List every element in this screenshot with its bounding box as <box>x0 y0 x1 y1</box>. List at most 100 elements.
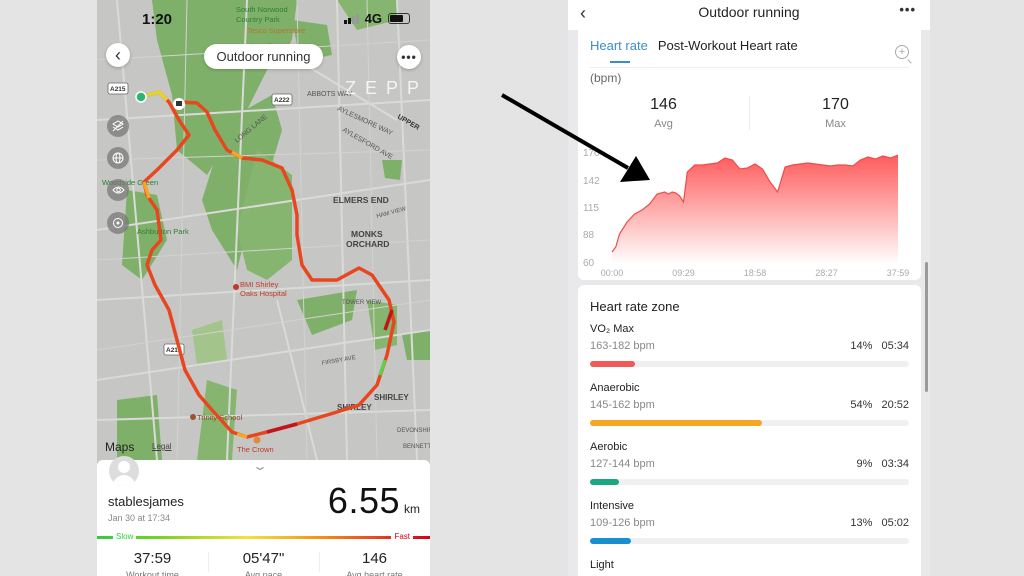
status-indicators: 4G <box>343 11 410 26</box>
svg-text:TOWER VIEW: TOWER VIEW <box>342 300 382 306</box>
summary-divider <box>749 96 750 130</box>
stat-avg-pace: 05'47" Avg pace <box>208 550 319 576</box>
apple-maps-logo: Maps <box>105 440 134 454</box>
zone-anaerobic: Anaerobic 145-162 bpm 54% 20:52 <box>590 382 909 440</box>
zone-progress-track <box>590 538 909 544</box>
route-map[interactable]: South Norwood Country Park Tesco Superst… <box>97 0 430 460</box>
signal-icon <box>343 13 359 24</box>
locate-button[interactable] <box>107 212 129 234</box>
zone-name: Intensive <box>590 500 635 512</box>
svg-text:170: 170 <box>583 148 600 159</box>
stat-avg-heart-rate: 146 Avg heart rate <box>319 550 430 576</box>
globe-button[interactable] <box>107 147 129 169</box>
page-title: Outdoor running <box>204 44 323 69</box>
zone-name: Light <box>590 559 614 571</box>
avg-heart-rate: 146 Avg <box>578 96 749 130</box>
zone-aerobic: Aerobic 127-144 bpm 9% 03:34 <box>590 441 909 499</box>
zoom-in-icon[interactable]: + <box>895 45 909 59</box>
zone-percent: 14% <box>850 340 873 352</box>
zone-percent: 54% <box>850 399 873 411</box>
avg-label: Avg <box>654 118 673 130</box>
svg-text:18:58: 18:58 <box>744 268 767 278</box>
maps-label: Maps <box>105 440 135 454</box>
zone-stat: 13% 05:02 <box>850 517 909 529</box>
stat-value: 05'47" <box>242 550 285 567</box>
zone-progress-track <box>590 361 909 367</box>
stat-label: Avg heart rate <box>346 570 403 576</box>
zone-range: 163-182 bpm <box>590 340 655 352</box>
layers-off-icon <box>112 120 124 132</box>
svg-text:SHIRLEY: SHIRLEY <box>374 393 409 402</box>
svg-text:Country Park: Country Park <box>236 15 280 24</box>
zone-intensive: Intensive 109-126 bpm 13% 05:02 <box>590 500 909 558</box>
zone-progress-track <box>590 479 909 485</box>
svg-text:The Crown: The Crown <box>237 445 274 454</box>
zone-percent: 9% <box>856 458 873 470</box>
svg-text:09:29: 09:29 <box>672 268 695 278</box>
layers-off-button[interactable] <box>107 115 129 137</box>
zone-time: 20:52 <box>881 399 909 411</box>
more-options-button[interactable]: ••• <box>899 2 916 17</box>
eye-icon <box>111 186 125 194</box>
zone-time: 05:34 <box>881 340 909 352</box>
right-phone-screen: ‹ Outdoor running ••• Heart rate Post-Wo… <box>568 0 930 576</box>
svg-text:37:59: 37:59 <box>887 268 910 278</box>
svg-text:60: 60 <box>583 258 595 269</box>
workout-stats: 37:59 Workout time 05'47" Avg pace 146 A… <box>97 550 430 576</box>
svg-text:FIRSBY AVE: FIRSBY AVE <box>321 355 356 367</box>
svg-text:28:27: 28:27 <box>815 268 838 278</box>
zone-vo2max: VO₂ Max 163-182 bpm 14% 05:34 <box>590 323 909 381</box>
zone-name: VO₂ Max <box>590 323 634 335</box>
zone-name: Anaerobic <box>590 382 640 394</box>
distance-value: 6.55 <box>327 480 400 521</box>
heart-rate-chart[interactable]: 60 88 115 142 170 00:00 09:29 18:58 28:27 37:59 <box>578 142 921 282</box>
chevron-left-icon: ‹ <box>580 3 586 23</box>
zone-range: 145-162 bpm <box>590 399 655 411</box>
back-button[interactable]: ‹ <box>106 43 130 67</box>
avatar[interactable] <box>109 456 139 486</box>
tab-post-workout-heart-rate[interactable]: Post-Workout Heart rate <box>657 38 798 53</box>
more-options-button[interactable]: ••• <box>397 45 421 69</box>
max-heart-rate: 170 Max <box>750 96 921 130</box>
nav-header: ‹ Outdoor running ••• <box>568 0 930 30</box>
svg-text:Oaks Hospital: Oaks Hospital <box>240 289 287 298</box>
ellipsis-icon: ••• <box>401 50 417 64</box>
visibility-button[interactable] <box>107 179 129 201</box>
ellipsis-icon: ••• <box>899 2 916 17</box>
svg-text:A222: A222 <box>274 97 290 104</box>
zone-progress-fill <box>590 420 763 426</box>
zone-time: 03:34 <box>881 458 909 470</box>
back-button[interactable]: ‹ <box>580 3 586 24</box>
stat-label: Avg pace <box>244 570 283 576</box>
pace-fast-label: Fast <box>391 532 413 541</box>
max-label: Max <box>825 118 846 130</box>
svg-text:South Norwood: South Norwood <box>236 5 288 14</box>
zepp-watermark: ZEPP <box>345 78 429 98</box>
svg-text:ORCHARD: ORCHARD <box>346 239 389 249</box>
tab-heart-rate[interactable]: Heart rate <box>590 38 648 63</box>
globe-icon <box>112 152 124 164</box>
tab-divider <box>590 67 909 68</box>
svg-text:ABBOTS WAY: ABBOTS WAY <box>307 91 353 98</box>
zone-progress-fill <box>590 361 635 367</box>
chevron-left-icon: ‹ <box>115 44 121 65</box>
legal-link[interactable]: Legal <box>152 442 172 451</box>
zone-stat: 54% 20:52 <box>850 399 909 411</box>
stat-value: 146 <box>361 550 388 567</box>
heart-rate-card: Heart rate Post-Workout Heart rate + (bp… <box>578 30 921 280</box>
locate-icon <box>113 218 123 228</box>
stat-workout-time: 37:59 Workout time <box>97 550 208 576</box>
svg-text:BENNETTS: BENNETTS <box>403 444 430 450</box>
zone-stat: 14% 05:34 <box>850 340 909 352</box>
max-value: 170 <box>822 96 849 113</box>
stat-value: 37:59 <box>133 550 172 567</box>
chevron-down-icon[interactable]: ⌄ <box>251 459 269 473</box>
scrollbar[interactable] <box>925 262 928 392</box>
svg-text:Ashburton Park: Ashburton Park <box>137 227 189 236</box>
zone-range: 109-126 bpm <box>590 517 655 529</box>
svg-text:Woodside Green: Woodside Green <box>102 178 158 187</box>
distance: 6.55 km <box>328 480 420 522</box>
svg-text:MONKS: MONKS <box>351 229 383 239</box>
zone-range: 127-144 bpm <box>590 458 655 470</box>
workout-date: Jan 30 at 17:34 <box>108 513 171 523</box>
